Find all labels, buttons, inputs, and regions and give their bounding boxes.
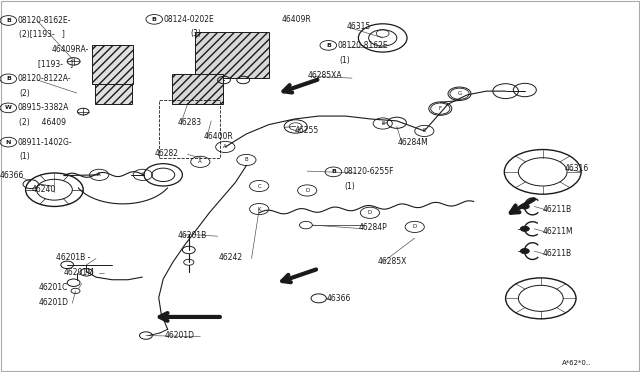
Circle shape bbox=[520, 226, 529, 231]
Text: 46316: 46316 bbox=[564, 164, 589, 173]
Text: 08120-8162E: 08120-8162E bbox=[338, 41, 388, 50]
Text: (2)     46409: (2) 46409 bbox=[19, 118, 66, 126]
Text: 46242: 46242 bbox=[219, 253, 243, 262]
Text: 46409R: 46409R bbox=[282, 15, 311, 24]
Circle shape bbox=[520, 248, 529, 254]
Text: 08120-8122A-: 08120-8122A- bbox=[18, 74, 72, 83]
Text: B: B bbox=[244, 157, 248, 163]
Text: 46282: 46282 bbox=[155, 149, 179, 158]
Text: 46211M: 46211M bbox=[543, 227, 573, 236]
Text: B: B bbox=[6, 18, 11, 23]
Text: C: C bbox=[257, 183, 261, 189]
Bar bbox=[172, 74, 223, 104]
Text: B: B bbox=[152, 17, 157, 22]
Text: A*62*0..: A*62*0.. bbox=[562, 360, 591, 366]
Text: 46409RA-: 46409RA- bbox=[51, 45, 88, 54]
Text: A: A bbox=[223, 144, 227, 150]
Text: 46285XA: 46285XA bbox=[307, 71, 342, 80]
Text: W: W bbox=[5, 105, 12, 110]
Text: 46211B: 46211B bbox=[543, 249, 572, 258]
Text: 08120-6255F: 08120-6255F bbox=[343, 167, 394, 176]
Text: 46201B: 46201B bbox=[178, 231, 207, 240]
Text: 08124-0202E: 08124-0202E bbox=[164, 15, 214, 24]
Text: 46211B: 46211B bbox=[543, 205, 572, 214]
Text: B: B bbox=[6, 76, 11, 81]
Text: 46284M: 46284M bbox=[398, 138, 429, 147]
Text: 46201B -: 46201B - bbox=[56, 253, 91, 262]
Text: 08915-3382A: 08915-3382A bbox=[18, 103, 69, 112]
Circle shape bbox=[520, 204, 529, 209]
Text: N: N bbox=[6, 140, 11, 145]
Text: G: G bbox=[458, 91, 461, 96]
Text: K: K bbox=[257, 206, 261, 212]
Text: 46283: 46283 bbox=[178, 118, 202, 126]
Text: A: A bbox=[141, 172, 145, 177]
Text: B: B bbox=[331, 169, 336, 174]
Text: (2)[1193-   ]: (2)[1193- ] bbox=[19, 30, 65, 39]
Text: 46240: 46240 bbox=[32, 185, 56, 194]
Text: D: D bbox=[305, 188, 309, 193]
Text: 46366: 46366 bbox=[326, 294, 351, 303]
Text: 46201D: 46201D bbox=[165, 331, 195, 340]
Text: (1): (1) bbox=[339, 56, 350, 65]
Text: A: A bbox=[198, 159, 202, 164]
Text: D: D bbox=[413, 224, 417, 230]
Bar bbox=[159, 100, 220, 158]
Text: (1): (1) bbox=[344, 182, 355, 191]
Text: 46284P: 46284P bbox=[358, 223, 387, 232]
Bar bbox=[195, 32, 269, 78]
Text: D: D bbox=[368, 210, 372, 215]
Text: F: F bbox=[439, 106, 442, 111]
Text: E: E bbox=[381, 121, 385, 126]
Text: A: A bbox=[97, 172, 101, 177]
Text: [1193-   ]: [1193- ] bbox=[38, 60, 74, 68]
Text: 46201D: 46201D bbox=[38, 298, 68, 307]
Text: 46315: 46315 bbox=[347, 22, 371, 31]
Text: 46366: 46366 bbox=[0, 171, 24, 180]
Text: E: E bbox=[422, 128, 426, 134]
Text: B: B bbox=[326, 43, 331, 48]
Text: (2): (2) bbox=[19, 89, 30, 97]
Text: (3): (3) bbox=[191, 29, 202, 38]
Text: 46400R: 46400R bbox=[204, 132, 233, 141]
Text: 46255: 46255 bbox=[294, 126, 319, 135]
Text: 46285X: 46285X bbox=[378, 257, 407, 266]
Text: 46201C: 46201C bbox=[38, 283, 68, 292]
Text: 08911-1402G-: 08911-1402G- bbox=[18, 138, 72, 147]
Text: (1): (1) bbox=[19, 152, 30, 161]
Text: 08120-8162E-: 08120-8162E- bbox=[18, 16, 71, 25]
Bar bbox=[95, 84, 132, 104]
Bar bbox=[92, 45, 133, 84]
Text: 46201M: 46201M bbox=[64, 268, 95, 277]
